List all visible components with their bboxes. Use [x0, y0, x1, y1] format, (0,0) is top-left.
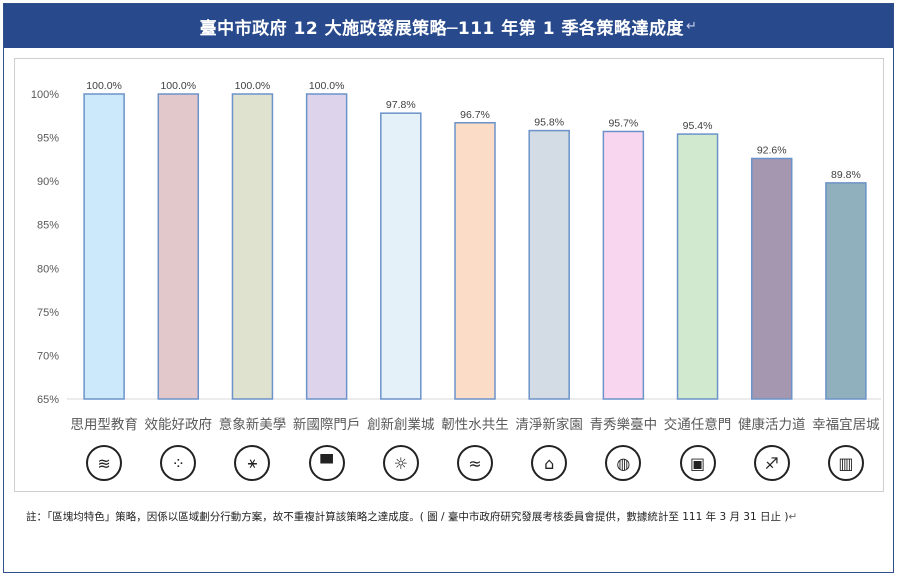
bus-icon: ▣ — [679, 445, 716, 481]
bar — [528, 129, 570, 400]
waves-icon: ≈ — [457, 445, 493, 481]
data-label: 95.7% — [608, 117, 638, 129]
globe-icon: ◍ — [605, 445, 642, 481]
x-category-label: 青秀樂臺中 — [590, 416, 658, 433]
x-category-label: 新國際門戶 — [293, 417, 361, 433]
bar — [83, 93, 125, 400]
x-category-label: 幸福宜居城 — [812, 417, 880, 433]
bar — [157, 93, 200, 400]
data-label: 100.0% — [86, 80, 122, 92]
bar — [305, 93, 348, 400]
y-tick-label: 65% — [37, 394, 59, 406]
data-label: 100.0% — [235, 80, 271, 92]
data-label: 100.0% — [160, 80, 196, 92]
data-label: 95.4% — [683, 120, 713, 132]
house-tree-icon: ⌂ — [531, 445, 568, 481]
y-tick-label: 85% — [37, 220, 59, 232]
x-category-label: 健康活力道 — [738, 416, 806, 433]
chart-container: 100% 95% 90% 85% 80% 75% 70% 65% 100.0% 思用型教育 100.… — [14, 58, 884, 492]
runner-icon: ♐ — [753, 445, 790, 481]
x-category-label: 效能好政府 — [145, 417, 213, 433]
bar — [454, 122, 496, 400]
gate-icon: ▀ — [308, 445, 345, 481]
data-label: 95.8% — [534, 117, 564, 129]
bar — [602, 130, 645, 400]
x-category-label: 思用型教育 — [70, 417, 138, 433]
data-label: 92.6% — [757, 144, 787, 156]
footnote: 註：「區塊均特色」策略，因係以區域劃分行動方案，故不重複計算該策略之達成度。( … — [26, 507, 886, 527]
network-grid-icon: ⁘ — [160, 445, 197, 481]
return-mark: ↵ — [685, 18, 698, 34]
y-tick-label: 80% — [37, 263, 59, 275]
molecule-icon: ⚹ — [234, 445, 271, 481]
x-category-label: 創新創業城 — [367, 417, 435, 433]
y-tick-label: 100% — [31, 89, 59, 101]
y-tick-label: 95% — [37, 133, 59, 145]
bar — [676, 133, 719, 400]
bar — [231, 93, 274, 400]
x-category-label: 意象新美學 — [219, 416, 287, 433]
data-label: 89.8% — [831, 169, 861, 181]
bar-chart: 100% 95% 90% 85% 80% 75% 70% 65% 100.0% 思用型教育 100.… — [31, 80, 881, 433]
figure-title-text: 臺中市政府 12 大施政發展策略─111 年第 1 季各策略達成度 — [199, 18, 684, 39]
figure-title: 臺中市政府 12 大施政發展策略─111 年第 1 季各策略達成度 ↵ — [4, 4, 893, 48]
figure-frame: 臺中市政府 12 大施政發展策略─111 年第 1 季各策略達成度 ↵ 100% 9… — [3, 3, 894, 573]
data-label: 100.0% — [309, 80, 345, 92]
bar — [825, 182, 867, 400]
building-icon: ▥ — [827, 445, 864, 481]
x-category-label: 清淨新家園 — [515, 416, 583, 433]
lightbulb-icon: ☼ — [382, 445, 419, 481]
stack-icon: ≋ — [86, 445, 123, 481]
y-tick-label: 90% — [37, 176, 59, 188]
bar — [380, 112, 422, 400]
data-label: 96.7% — [460, 109, 490, 121]
footnote-return-mark: ↵ — [788, 511, 798, 523]
footnote-text: 註：「區塊均特色」策略，因係以區域劃分行動方案，故不重複計算該策略之達成度。( … — [26, 511, 789, 523]
bar — [750, 157, 793, 400]
data-label: 97.8% — [386, 99, 416, 111]
y-tick-label: 75% — [37, 307, 59, 319]
x-category-label: 韌性水共生 — [441, 417, 509, 433]
x-category-label: 交通任意門 — [664, 416, 732, 433]
y-tick-label: 70% — [37, 350, 59, 362]
